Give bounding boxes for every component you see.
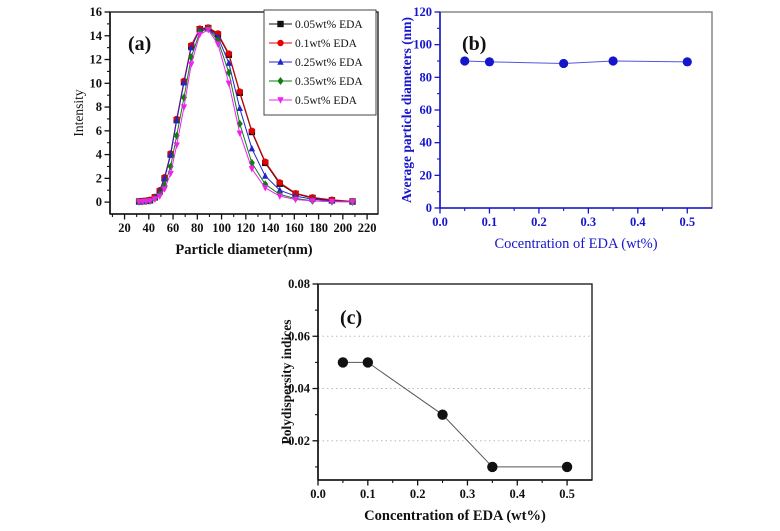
x-tick-label: 140 xyxy=(261,221,280,235)
y-tick-label: 12 xyxy=(90,53,103,67)
y-tick-label: 80 xyxy=(420,70,433,84)
x-tick-label: 0.2 xyxy=(410,487,426,501)
ticks xyxy=(104,11,368,220)
panel-label-b: (b) xyxy=(462,33,486,55)
x-tick-label: 0.1 xyxy=(482,215,498,229)
x-tick-label: 0.4 xyxy=(630,215,646,229)
x-tick-label: 0.3 xyxy=(460,487,476,501)
y-tick-label: 6 xyxy=(96,124,102,138)
x-tick-label: 80 xyxy=(191,221,204,235)
y-tick-label: 0 xyxy=(96,195,102,209)
x-tick-label: 100 xyxy=(212,221,231,235)
y-tick-label: 4 xyxy=(96,148,103,162)
y-tick-label: 20 xyxy=(420,168,433,182)
y-tick-label: 14 xyxy=(90,29,103,43)
y-tick-label: 16 xyxy=(90,5,103,19)
c-y-axis-title: Polydispersity indices xyxy=(279,320,294,445)
y-tick-label: 2 xyxy=(96,171,102,185)
panel-label-a: (a) xyxy=(128,33,151,55)
panel-a-size-distribution-chart: 20 40 60 80 100 120 140 160 180 200 220 0 2 4 6 8 10 12 14… xyxy=(70,2,390,260)
series-average-particle-diameter xyxy=(460,56,692,69)
y-tick-label: 0.02 xyxy=(288,434,310,448)
legend: 0.05wt% EDA 0.1wt% EDA 0.25wt% EDA 0.35wt% … xyxy=(263,9,377,116)
series-polydispersity-index xyxy=(337,357,573,473)
x-tick-label: 0.5 xyxy=(559,487,575,501)
y-tick-label: 0.06 xyxy=(288,329,310,343)
legend-label: 0.05wt% EDA xyxy=(295,19,363,31)
x-tick-label: 160 xyxy=(285,221,304,235)
a-x-axis-title: Particle diameter(nm) xyxy=(175,242,312,258)
x-tick-label: 20 xyxy=(118,221,130,235)
x-tick-label: 0.0 xyxy=(432,215,448,229)
y-tick-label: 120 xyxy=(413,5,432,19)
x-tick-label: 40 xyxy=(143,221,156,235)
chart-b: 0.0 0.1 0.2 0.3 0.4 0.5 0 20 40 60 80 100 120 (b) Coce… xyxy=(399,5,713,252)
panel-b-average-diameter-chart: 0.0 0.1 0.2 0.3 0.4 0.5 0 20 40 60 80 100 120 (b) Coce… xyxy=(398,2,770,260)
panel-label-c: (c) xyxy=(340,307,362,329)
x-tick-label: 200 xyxy=(333,221,352,235)
y-tick-label: 40 xyxy=(420,136,433,150)
legend-entry: 0.1wt% EDA xyxy=(269,38,358,50)
y-tick-label: 0.08 xyxy=(288,277,310,291)
x-tick-label: 0.0 xyxy=(310,487,326,501)
b-y-axis-title: Average particle diameters (nm) xyxy=(399,17,414,203)
x-tick-label: 180 xyxy=(309,221,328,235)
y-tick-label: 100 xyxy=(413,38,432,52)
legend-entry: 0.05wt% EDA xyxy=(269,19,363,31)
x-tick-label: 0.1 xyxy=(360,487,376,501)
y-tick-label: 8 xyxy=(96,100,102,114)
ticks xyxy=(312,283,568,486)
y-tick-label: 10 xyxy=(90,76,103,90)
legend-entry: 0.25wt% EDA xyxy=(269,57,363,69)
c-x-axis-title: Concentration of EDA (wt%) xyxy=(364,508,546,524)
ticks xyxy=(434,11,688,214)
x-tick-label: 0.5 xyxy=(679,215,695,229)
legend-label: 0.25wt% EDA xyxy=(295,57,363,69)
chart-a: 20 40 60 80 100 120 140 160 180 200 220 0 2 4 6 8 10 12 14… xyxy=(71,5,379,258)
panel-c-polydispersity-chart: 0.0 0.1 0.2 0.3 0.4 0.5 0.02 0.04 0.06 0.08 (c) Con… xyxy=(278,272,658,528)
x-tick-label: 0.4 xyxy=(509,487,525,501)
y-tick-label: 0 xyxy=(426,201,432,215)
x-tick-label: 0.2 xyxy=(531,215,547,229)
chart-c: 0.0 0.1 0.2 0.3 0.4 0.5 0.02 0.04 0.06 0.08 (c) Con… xyxy=(279,277,593,524)
x-tick-label: 60 xyxy=(167,221,180,235)
b-x-axis-title: Cocentration of EDA (wt%) xyxy=(494,236,657,252)
x-tick-label: 0.3 xyxy=(581,215,597,229)
y-tick-label: 0.04 xyxy=(288,382,311,396)
legend-entry: 0.35wt% EDA xyxy=(269,76,363,88)
legend-label: 0.35wt% EDA xyxy=(295,76,363,88)
x-tick-label: 120 xyxy=(236,221,255,235)
x-tick-label: 220 xyxy=(358,221,377,235)
y-tick-label: 60 xyxy=(420,103,433,117)
series-0.5wt-eda xyxy=(135,27,356,206)
legend-entry: 0.5wt% EDA xyxy=(269,95,358,107)
legend-label: 0.5wt% EDA xyxy=(295,95,358,107)
a-y-axis-title: Intensity xyxy=(71,89,86,136)
legend-label: 0.1wt% EDA xyxy=(295,38,358,50)
